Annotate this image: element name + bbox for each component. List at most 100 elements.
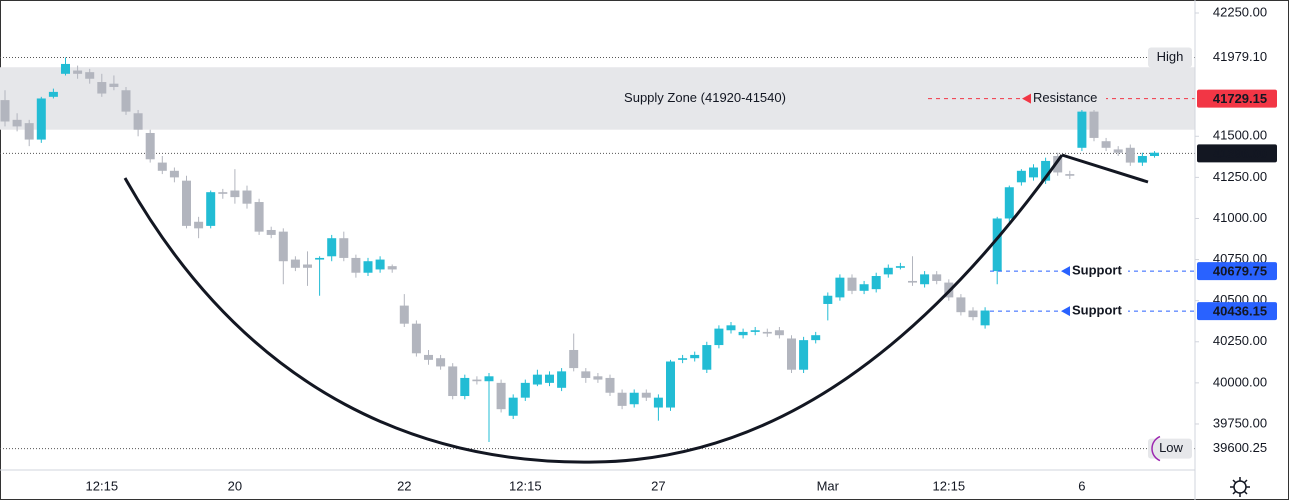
candle-body — [653, 397, 663, 408]
candle-body — [762, 331, 772, 334]
candle-body — [1004, 187, 1014, 219]
candle-body — [932, 274, 942, 281]
support-price-text: 40679.75 — [1213, 264, 1267, 279]
low-price: 39600.25 — [1213, 440, 1267, 455]
candle-body — [980, 310, 990, 326]
settings-icon[interactable] — [1230, 477, 1250, 497]
candle-body — [472, 379, 482, 382]
candle-body — [182, 180, 191, 226]
candle-body — [448, 366, 458, 397]
high-tag-box — [1148, 47, 1192, 68]
y-tick-label: 41500.00 — [1213, 128, 1267, 143]
y-tick-label: 39750.00 — [1213, 415, 1267, 430]
candle-body — [339, 238, 349, 258]
candle-body — [1029, 167, 1038, 178]
low-icon — [1151, 435, 1161, 462]
candle-body — [73, 70, 83, 74]
zone-layer: Supply Zone (41920-41540) — [0, 67, 1195, 130]
candle-body — [242, 190, 252, 204]
candle-body — [992, 218, 1002, 272]
candle-body — [1077, 111, 1087, 148]
candle-body — [1016, 170, 1026, 183]
y-tick-label: 40000.00 — [1213, 374, 1267, 389]
candle-body — [169, 170, 179, 178]
candle-body — [97, 82, 107, 94]
candle-body — [424, 354, 433, 360]
x-tick-label: Mar — [817, 478, 840, 493]
last-price-box — [1197, 144, 1277, 163]
y-tick-label: 41250.00 — [1213, 169, 1267, 184]
candle-body — [194, 221, 204, 229]
high-tag: High — [1157, 49, 1184, 64]
candle-body — [629, 392, 639, 405]
x-tick-label: 27 — [651, 478, 665, 493]
candle-body — [363, 261, 373, 273]
candle-body — [230, 190, 240, 198]
candle-body — [1101, 141, 1111, 148]
support-price-text: 40436.15 — [1213, 304, 1267, 319]
candle-body — [1041, 160, 1051, 181]
support-label: Support — [1072, 303, 1122, 318]
supply-zone-label: Supply Zone (41920-41540) — [624, 90, 786, 105]
candle-body — [1125, 147, 1135, 163]
candle-body — [956, 297, 966, 313]
candle-body — [109, 83, 119, 87]
candle-body — [411, 323, 421, 354]
x-tick-label: 12:15 — [933, 478, 966, 493]
candle-body — [315, 257, 325, 260]
axis-layer: 42250.0041500.0041250.0041000.0040750.00… — [86, 4, 1277, 493]
candle-body — [823, 295, 833, 304]
y-tick-label: 41000.00 — [1213, 210, 1267, 225]
cup-curve — [123, 154, 1064, 464]
candle-body — [436, 358, 446, 367]
candle-body — [206, 192, 216, 226]
candle-body — [520, 382, 530, 398]
candle-body — [799, 340, 809, 370]
candle-body — [218, 192, 228, 194]
candle-body — [847, 277, 857, 291]
candle-body — [399, 305, 409, 324]
resistance-price-text: 41729.15 — [1213, 91, 1267, 106]
candle-body — [278, 231, 288, 262]
candle-body — [1089, 111, 1099, 138]
last-price-text: 41396.00 — [1213, 146, 1267, 161]
candle-body — [12, 119, 22, 127]
support-arrow — [1061, 306, 1070, 317]
candle-body — [738, 331, 748, 336]
x-tick-label: 6 — [1078, 478, 1085, 493]
candle-body — [666, 361, 675, 408]
candle-body — [545, 374, 554, 383]
candle-body — [0, 100, 10, 122]
candle-body — [690, 354, 700, 359]
support-label: Support — [1072, 263, 1122, 278]
high-price: 41979.10 — [1213, 49, 1267, 64]
x-tick-label: 12:15 — [86, 478, 119, 493]
candle-body — [85, 72, 95, 79]
candle-body — [787, 338, 796, 370]
candle-layer — [0, 57, 1159, 443]
candle-body — [774, 330, 784, 336]
y-tick-label: 42250.00 — [1213, 4, 1267, 19]
candle-body — [811, 335, 821, 341]
candle-body — [61, 63, 70, 74]
high-price-box — [1197, 48, 1277, 67]
candle-body — [714, 328, 724, 346]
candle-body — [484, 376, 494, 382]
candle-body — [1065, 174, 1075, 176]
candle-body — [617, 392, 627, 406]
resistance-label: Resistance — [1033, 90, 1097, 105]
candle-body — [48, 91, 58, 97]
candle-body — [24, 123, 34, 140]
candle-body — [883, 267, 893, 275]
candle-body — [859, 284, 869, 291]
candle-body — [121, 90, 131, 112]
support-arrow — [1061, 266, 1070, 277]
candle-body — [605, 377, 615, 393]
candle-body — [532, 374, 542, 385]
candle-body — [908, 280, 917, 283]
candle-body — [351, 257, 361, 273]
candle-body — [1053, 156, 1063, 173]
candle-body — [678, 358, 688, 360]
candle-body — [871, 276, 881, 290]
